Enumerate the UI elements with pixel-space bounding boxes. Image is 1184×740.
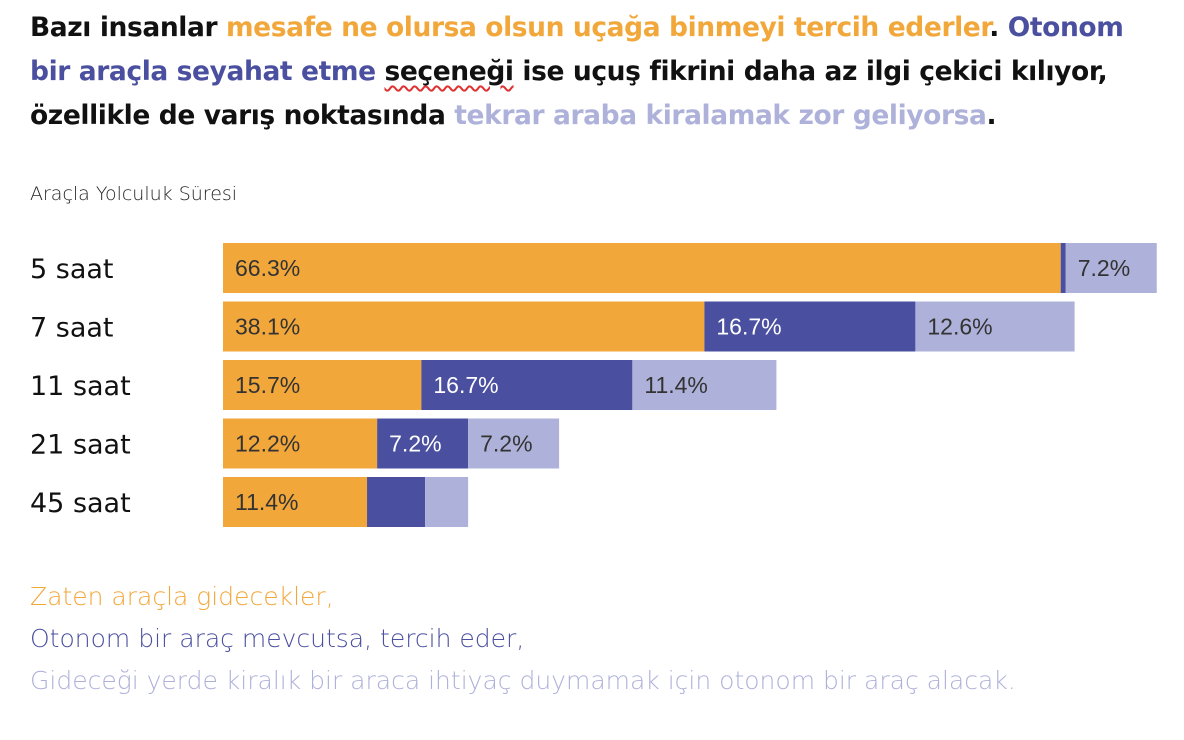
headline-segment-2: .: [989, 12, 1008, 43]
category-label: 21 saat: [30, 430, 131, 461]
data-label: 12.2%: [235, 431, 300, 457]
category-label: 45 saat: [30, 488, 131, 519]
category-label: 7 saat: [30, 313, 114, 344]
bar-segment: [223, 477, 368, 527]
headline-segment-7: tekrar araba kiralamak zor geliyorsa: [454, 100, 987, 131]
category-label: 5 saat: [30, 254, 114, 285]
bar-segment: [915, 301, 1075, 352]
bar-segment: [223, 301, 705, 352]
headline-segment-3: Otonom bir araçla seyahat etme: [30, 12, 1124, 87]
category-label: 11 saat: [30, 371, 131, 402]
headline-segment-5: seçeneği: [384, 56, 514, 87]
bar-segment: [1065, 243, 1157, 293]
bar-segment: [223, 360, 422, 410]
data-label: 7.2%: [1078, 255, 1130, 281]
bar-segment: [367, 477, 426, 527]
data-label: 15.7%: [235, 372, 300, 398]
data-label: 38.1%: [235, 314, 300, 340]
bar-segment: [704, 301, 916, 352]
legend-item-take-autonomous-no-rental: Gideceği yerde kiralık bir araca ihtiyaç…: [30, 666, 1016, 695]
data-label: 11.4%: [235, 489, 299, 515]
data-label: 66.3%: [235, 255, 300, 281]
headline-segment-6: ise uçuş fikrini daha az ilgi çekici kıl…: [30, 56, 1108, 131]
bar-segment: [421, 360, 633, 410]
headline-segment-8: .: [986, 100, 997, 131]
data-label: 16.7%: [716, 314, 781, 340]
bar-segment: [468, 418, 560, 469]
data-label: 16.7%: [433, 372, 498, 398]
legend-item-already-by-car: Zaten araçla gidecekler,: [30, 582, 334, 611]
data-label: 7.2%: [389, 431, 441, 457]
axis-title: Araçla Yolculuk Süresi: [30, 183, 238, 205]
bar-segment: [425, 477, 469, 527]
bar-segment: [223, 418, 378, 469]
legend-item-prefer-autonomous: Otonom bir araç mevcutsa, tercih eder,: [30, 624, 525, 653]
bar-segment: [632, 360, 777, 410]
bar-segment: [223, 243, 1061, 293]
data-label: 7.2%: [480, 431, 532, 457]
data-label: 12.6%: [927, 314, 992, 340]
bar-segment: [377, 418, 469, 469]
headline-segment-1: mesafe ne olursa olsun uçağa binmeyi ter…: [225, 12, 990, 43]
bar-segment: [1060, 243, 1066, 293]
stacked-bar-chart: 5 saat 66.3% 7.2% 7 saat 38.1% 16.7% 12.6% 11 s…: [30, 243, 1157, 527]
headline-segment-0: Bazı insanlar: [30, 12, 226, 43]
chart-headline: Bazı insanlar mesafe ne olursa olsun uça…: [30, 6, 1150, 138]
legend: Zaten araçla gidecekler, Otonom bir araç…: [30, 576, 1016, 702]
data-label: 11.4%: [644, 372, 708, 398]
